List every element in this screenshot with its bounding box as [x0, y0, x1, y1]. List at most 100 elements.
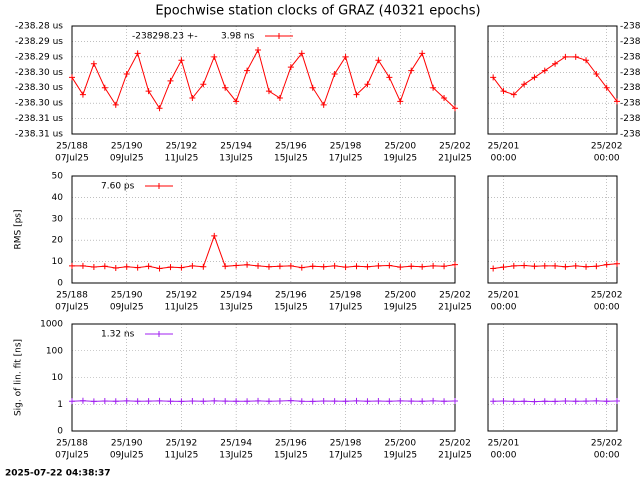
x-tick-label: 25/194 — [220, 142, 252, 152]
series-line — [71, 48, 456, 110]
x-tick-date: 00:00 — [491, 303, 517, 313]
point-marker — [408, 263, 415, 270]
point-marker — [490, 398, 497, 405]
point-marker — [178, 398, 185, 405]
point-marker — [397, 98, 404, 105]
point-marker — [79, 397, 86, 404]
y-tick-label: 20 — [52, 236, 64, 246]
point-marker — [244, 67, 251, 74]
point-marker — [490, 265, 497, 272]
plot-frame — [487, 25, 618, 135]
point-marker — [222, 84, 229, 91]
point-marker — [500, 398, 507, 405]
point-marker — [541, 67, 548, 74]
x-tick-label: 25/194 — [220, 439, 252, 449]
x-tick-label: 25/196 — [275, 142, 307, 152]
y-tick-label: 40 — [52, 193, 64, 203]
x-tick-label: 25/190 — [111, 291, 143, 301]
x-tick-date: 19Jul25 — [383, 303, 417, 313]
y-tick-label: -238 — [620, 22, 640, 32]
point-marker — [364, 398, 371, 405]
x-tick-label: 25/190 — [111, 142, 143, 152]
point-marker — [364, 81, 371, 88]
point-marker — [353, 263, 360, 270]
point-marker — [200, 263, 207, 270]
y-tick-label: -238.29 us — [15, 37, 63, 47]
x-tick-label: 25/194 — [220, 291, 252, 301]
x-tick-label: 25/196 — [275, 439, 307, 449]
point-marker — [441, 95, 448, 101]
x-tick-date: 09Jul25 — [110, 303, 144, 313]
point-marker — [123, 71, 130, 77]
point-marker — [222, 263, 229, 270]
point-marker — [419, 263, 426, 270]
y-tick-label: -238 — [620, 114, 640, 124]
y-tick-label: 1 — [57, 400, 63, 410]
point-marker — [145, 398, 152, 405]
y-tick-label: 1000 — [40, 320, 63, 330]
point-marker — [521, 398, 528, 405]
legend-swatch — [156, 183, 162, 189]
point-marker — [211, 53, 218, 60]
point-marker — [309, 398, 316, 405]
point-marker — [441, 263, 448, 270]
point-marker — [452, 105, 458, 112]
point-marker — [375, 262, 382, 269]
point-marker — [583, 57, 590, 64]
x-tick-date: 15Jul25 — [274, 451, 308, 461]
point-marker — [265, 398, 272, 405]
point-marker — [69, 262, 75, 269]
y-tick-label: 10 — [52, 373, 64, 383]
point-marker — [342, 264, 349, 271]
plot-frame — [71, 175, 456, 284]
point-marker — [614, 398, 620, 405]
y-tick-label: -238.31 us — [15, 114, 63, 124]
point-marker — [320, 263, 327, 270]
point-marker — [134, 398, 141, 405]
point-marker — [276, 398, 283, 405]
point-marker — [287, 64, 294, 71]
y-tick-label: -238.28 us — [15, 22, 63, 32]
point-marker — [156, 105, 163, 112]
point-marker — [552, 398, 559, 405]
x-tick-date: 13Jul25 — [219, 451, 253, 461]
x-tick-date: 09Jul25 — [110, 451, 144, 461]
y-tick-label: -238 — [620, 99, 640, 109]
point-marker — [167, 264, 174, 271]
point-marker — [211, 397, 218, 404]
x-tick-label: 25/202 — [439, 439, 471, 449]
point-marker — [593, 397, 600, 404]
plot-frame — [487, 175, 618, 284]
x-tick-date: 21Jul25 — [438, 451, 472, 461]
point-marker — [331, 71, 338, 77]
y-tick-label: 30 — [52, 214, 64, 224]
point-marker — [178, 57, 185, 64]
point-marker — [386, 74, 393, 81]
point-marker — [69, 74, 75, 81]
point-marker — [331, 398, 338, 405]
legend-label: 7.60 ps — [101, 182, 135, 192]
x-tick-label: 25/200 — [384, 142, 416, 152]
point-marker — [364, 263, 371, 270]
point-marker — [572, 53, 579, 60]
y-tick-label: -238 — [620, 83, 640, 93]
point-marker — [353, 91, 360, 98]
point-marker — [101, 263, 108, 270]
point-marker — [320, 101, 327, 108]
point-marker — [112, 265, 119, 272]
x-tick-date: 00:00 — [491, 154, 517, 164]
point-marker — [233, 398, 240, 405]
point-marker — [244, 261, 251, 268]
x-tick-date: 15Jul25 — [274, 154, 308, 164]
x-tick-date: 19Jul25 — [383, 154, 417, 164]
point-marker — [342, 53, 349, 60]
point-marker — [101, 398, 108, 405]
point-marker — [408, 67, 415, 74]
point-marker — [583, 398, 590, 405]
point-marker — [156, 397, 163, 404]
point-marker — [134, 264, 141, 271]
figure-title: Epochwise station clocks of GRAZ (40321 … — [155, 4, 480, 19]
point-marker — [134, 50, 141, 57]
point-marker — [123, 397, 130, 404]
